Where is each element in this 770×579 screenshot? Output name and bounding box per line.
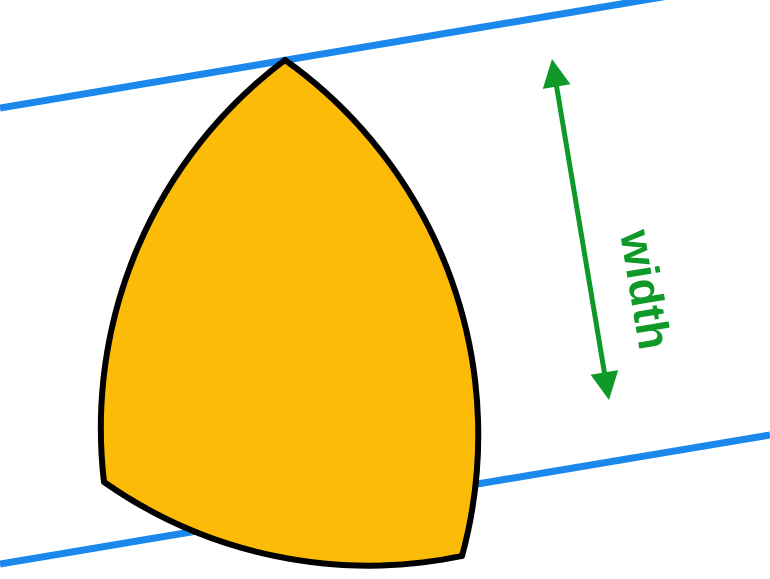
width-arrow: [543, 59, 618, 400]
width-arrow-shaft: [554, 73, 606, 386]
constant-width-diagram: width: [0, 0, 770, 579]
reuleaux-triangle-shape: [101, 60, 478, 566]
width-arrow-head-bottom: [591, 370, 619, 400]
width-label: width: [610, 225, 681, 353]
tangent-line-top: [0, 0, 770, 108]
reuleaux-triangle: [101, 60, 478, 566]
width-arrow-head-top: [543, 59, 571, 89]
